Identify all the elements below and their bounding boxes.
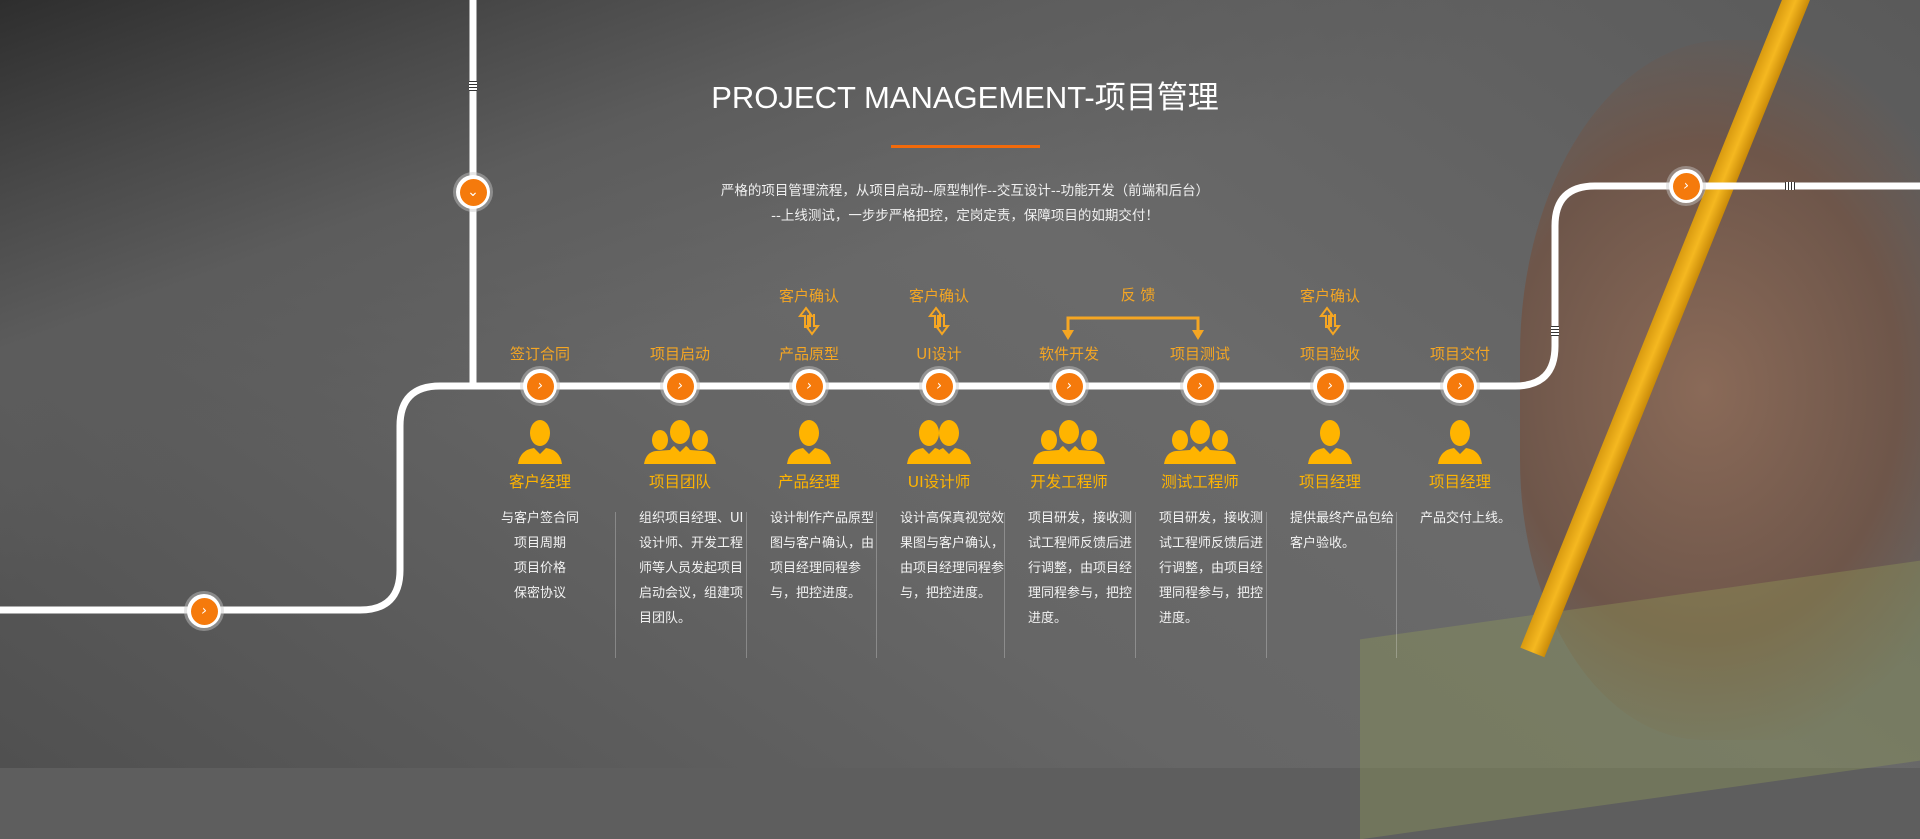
step-role: UI设计师 [907, 473, 971, 491]
chevron-right-node[interactable]: › [184, 591, 224, 631]
step-role: 测试工程师 [1161, 473, 1239, 491]
single-person-icon [1290, 420, 1370, 464]
step-description: 提供最终产品包给客户验收。 [1290, 511, 1395, 551]
step-label: 项目测试 [1169, 345, 1230, 363]
step-description: 项目研发，接收测试工程师反馈后进行调整，由项目经理同程参与，把控进度。 [1028, 511, 1133, 626]
step-description: 与客户签合同 项目周期 项目价格 保密协议 [500, 511, 579, 601]
step-label: 产品原型 [778, 345, 839, 363]
column-divider [615, 512, 616, 658]
column-divider [876, 512, 877, 658]
step-description: 组织项目经理、UI设计师、开发工程师等人员发起项目启动会议，组建项目团队。 [639, 511, 744, 626]
step-description: 设计高保真视觉效果图与客户确认，由项目经理同程参与，把控进度。 [900, 511, 1005, 601]
step-role: 产品经理 [777, 473, 840, 491]
chevron-right-icon: › [795, 372, 823, 400]
column-divider [1266, 512, 1267, 658]
team-icon [1160, 420, 1240, 464]
chevron-right-icon: › [1446, 372, 1474, 400]
chevron-right-icon: › [925, 372, 953, 400]
feedback-label: 反 馈 [1120, 286, 1156, 304]
column-divider [1135, 512, 1136, 658]
step-label: 软件开发 [1038, 345, 1099, 363]
single-person-icon [500, 420, 580, 464]
chevron-right-icon: › [1672, 172, 1700, 200]
team-icon [640, 420, 720, 464]
step-node[interactable]: › [1310, 366, 1350, 406]
step-node[interactable]: › [919, 366, 959, 406]
column-divider [746, 512, 747, 658]
track-tick-mark [1551, 326, 1559, 336]
step-role: 客户经理 [508, 473, 571, 491]
step-label: 项目启动 [649, 345, 710, 363]
chevron-right-icon: › [1316, 372, 1344, 400]
customer-confirm-label: 客户确认 [908, 287, 969, 305]
chevron-down-icon: ⌄ [459, 178, 487, 206]
step-node[interactable]: › [789, 366, 829, 406]
exchange-arrows-icon [1319, 306, 1341, 336]
chevron-right-icon: › [526, 372, 554, 400]
title-underline [891, 145, 1040, 148]
step-label: 签订合同 [509, 345, 570, 363]
step-node[interactable]: › [1180, 366, 1220, 406]
column-divider [1004, 512, 1005, 658]
step-role: 项目经理 [1428, 473, 1491, 491]
step-node[interactable]: › [1049, 366, 1089, 406]
step-label: UI设计 [916, 345, 962, 363]
column-divider [1396, 512, 1397, 658]
subtitle-line-1: 严格的项目管理流程，从项目启动--原型制作--交互设计--功能开发（前端和后台） [720, 183, 1210, 199]
exchange-arrows-icon [798, 306, 820, 336]
subtitle-line-2: --上线测试，一步步严格把控，定岗定责，保障项目的如期交付！ [771, 208, 1159, 224]
chevron-right-node[interactable]: › [1666, 166, 1706, 206]
chevron-right-icon: › [1055, 372, 1083, 400]
page-title: PROJECT MANAGEMENT-项目管理 [711, 80, 1219, 115]
single-person-icon [1420, 420, 1500, 464]
chevron-right-icon: › [666, 372, 694, 400]
step-label: 项目交付 [1429, 345, 1490, 363]
step-description: 项目研发，接收测试工程师反馈后进行调整，由项目经理同程参与，把控进度。 [1159, 511, 1264, 626]
customer-confirm-label: 客户确认 [1299, 287, 1360, 305]
step-role: 项目团队 [648, 473, 711, 491]
single-person-icon [769, 420, 849, 464]
step-description: 设计制作产品原型图与客户确认，由项目经理同程参与，把控进度。 [770, 511, 875, 601]
track-tick-mark [469, 81, 477, 91]
step-role: 项目经理 [1298, 473, 1361, 491]
team-icon [1029, 420, 1109, 464]
customer-confirm-label: 客户确认 [778, 287, 839, 305]
chevron-right-icon: › [190, 597, 218, 625]
step-description: 产品交付上线。 [1420, 511, 1512, 526]
step-node[interactable]: › [1440, 366, 1480, 406]
exchange-arrows-icon [928, 306, 950, 336]
chevron-down-node[interactable]: ⌄ [453, 172, 493, 212]
step-label: 项目验收 [1299, 345, 1360, 363]
step-node[interactable]: › [660, 366, 700, 406]
step-node[interactable]: › [520, 366, 560, 406]
step-role: 开发工程师 [1030, 473, 1108, 491]
pair-icon [899, 420, 979, 464]
chevron-right-icon: › [1186, 372, 1214, 400]
